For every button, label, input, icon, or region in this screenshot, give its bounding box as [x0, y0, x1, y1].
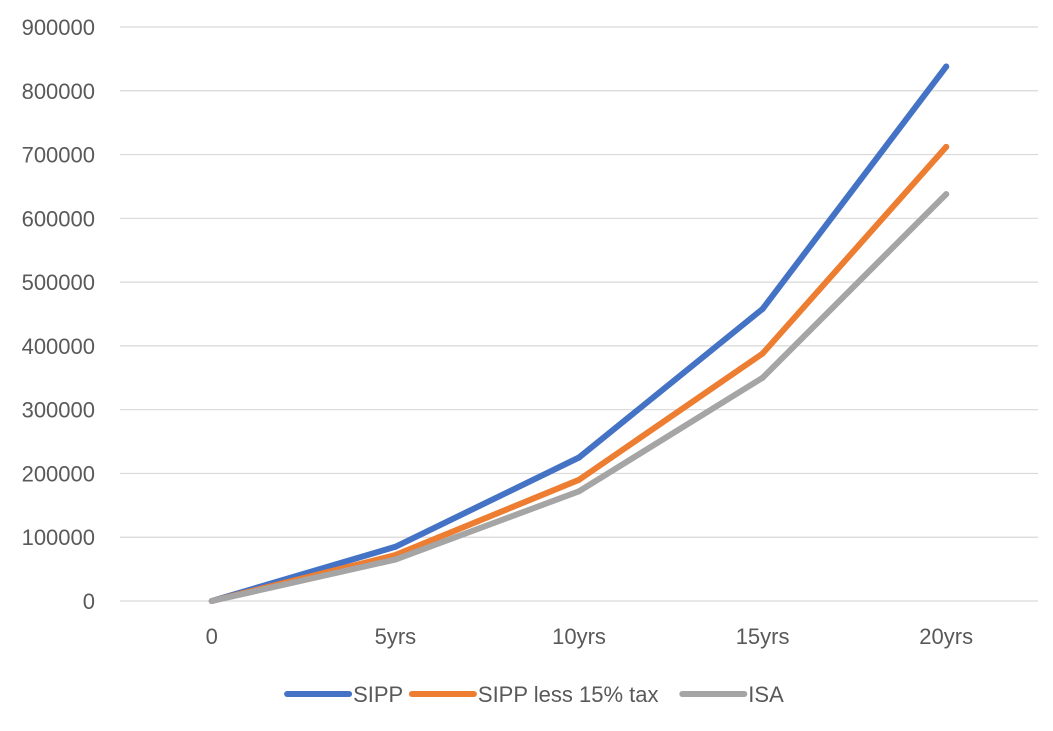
legend-item: ISA	[679, 682, 784, 707]
data-point	[576, 454, 582, 461]
data-point	[759, 374, 766, 381]
gridlines	[120, 26, 1038, 602]
legend-label: SIPP less 15% tax	[478, 682, 659, 707]
data-point	[392, 556, 399, 563]
y-tick-label: 700000	[22, 143, 95, 168]
y-tick-label: 100000	[22, 525, 95, 550]
data-point	[943, 191, 950, 198]
legend: SIPP SIPP less 15% tax ISA	[284, 682, 784, 707]
data-point	[208, 598, 215, 604]
data-point	[943, 63, 950, 70]
series-line	[208, 191, 950, 604]
data-point	[576, 476, 582, 483]
legend-item: SIPP less 15% tax	[408, 682, 659, 707]
series-sipp	[208, 63, 950, 604]
y-tick-label: 900000	[22, 15, 95, 40]
series-line	[208, 63, 950, 604]
x-tick-label: 5yrs	[375, 624, 417, 649]
x-axis: 0 5yrs 10yrs 15yrs 20yrs	[206, 624, 973, 649]
data-point	[576, 488, 582, 495]
y-axis: 0 100000 200000 300000 400000 500000 600000 700…	[22, 15, 95, 614]
y-tick-label: 300000	[22, 398, 95, 423]
y-tick-label: 200000	[22, 461, 95, 486]
data-point	[759, 350, 766, 357]
y-tick-label: 0	[83, 589, 95, 614]
x-tick-label: 10yrs	[552, 624, 606, 649]
series-lines	[208, 63, 950, 604]
x-tick-label: 20yrs	[919, 624, 973, 649]
x-tick-label: 0	[206, 624, 218, 649]
data-point	[392, 543, 399, 550]
legend-label: SIPP	[353, 682, 403, 707]
y-tick-label: 400000	[22, 334, 95, 359]
data-point	[759, 305, 766, 312]
x-tick-label: 15yrs	[736, 624, 790, 649]
legend-item: SIPP	[284, 682, 403, 707]
y-tick-label: 500000	[22, 270, 95, 295]
y-tick-label: 800000	[22, 79, 95, 104]
data-point	[943, 143, 950, 150]
y-tick-label: 600000	[22, 206, 95, 231]
series-isa	[208, 191, 950, 604]
legend-label: ISA	[748, 682, 784, 707]
